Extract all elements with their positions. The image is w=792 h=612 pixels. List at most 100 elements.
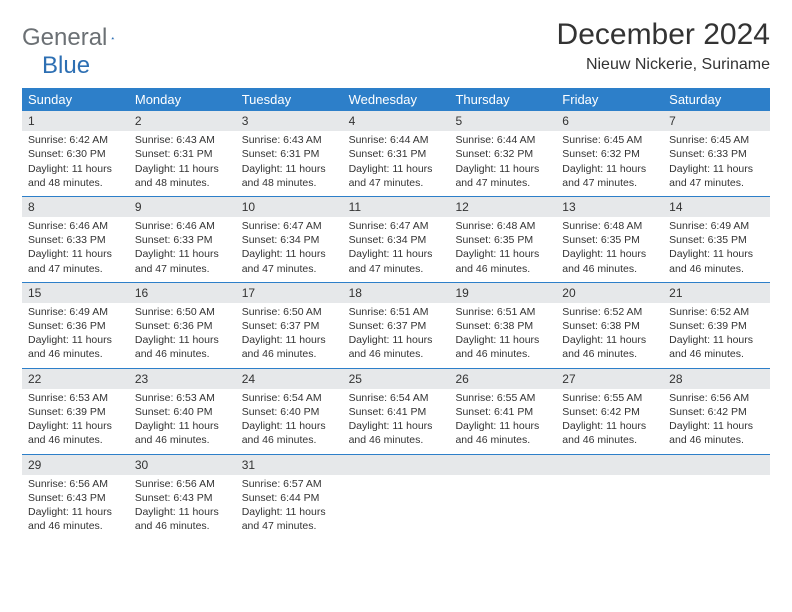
day-body: Sunrise: 6:44 AMSunset: 6:31 PMDaylight:… — [343, 133, 450, 190]
daylight-line2: and 46 minutes. — [669, 433, 764, 447]
daylight-line2: and 46 minutes. — [455, 347, 550, 361]
sunset-text: Sunset: 6:32 PM — [455, 147, 550, 161]
daylight-line2: and 46 minutes. — [669, 262, 764, 276]
calendar-day: 16Sunrise: 6:50 AMSunset: 6:36 PMDayligh… — [129, 283, 236, 368]
calendar-day: 2Sunrise: 6:43 AMSunset: 6:31 PMDaylight… — [129, 111, 236, 196]
calendar-day: 18Sunrise: 6:51 AMSunset: 6:37 PMDayligh… — [343, 283, 450, 368]
day-number — [343, 455, 450, 475]
sunrise-text: Sunrise: 6:55 AM — [562, 391, 657, 405]
calendar-day: 19Sunrise: 6:51 AMSunset: 6:38 PMDayligh… — [449, 283, 556, 368]
sunset-text: Sunset: 6:37 PM — [349, 319, 444, 333]
daylight-line1: Daylight: 11 hours — [242, 162, 337, 176]
daylight-line1: Daylight: 11 hours — [242, 419, 337, 433]
calendar-day: 22Sunrise: 6:53 AMSunset: 6:39 PMDayligh… — [22, 369, 129, 454]
month-title: December 2024 — [557, 18, 770, 52]
day-body: Sunrise: 6:49 AMSunset: 6:36 PMDaylight:… — [22, 305, 129, 362]
sunrise-text: Sunrise: 6:49 AM — [28, 305, 123, 319]
sunset-text: Sunset: 6:43 PM — [28, 491, 123, 505]
brand-part2: Blue — [42, 52, 90, 80]
daylight-line1: Daylight: 11 hours — [349, 419, 444, 433]
day-body: Sunrise: 6:56 AMSunset: 6:42 PMDaylight:… — [663, 391, 770, 448]
daylight-line1: Daylight: 11 hours — [28, 505, 123, 519]
sunset-text: Sunset: 6:33 PM — [135, 233, 230, 247]
sunrise-text: Sunrise: 6:45 AM — [562, 133, 657, 147]
sunrise-text: Sunrise: 6:44 AM — [455, 133, 550, 147]
daylight-line2: and 46 minutes. — [135, 519, 230, 533]
day-body: Sunrise: 6:48 AMSunset: 6:35 PMDaylight:… — [449, 219, 556, 276]
day-body: Sunrise: 6:45 AMSunset: 6:33 PMDaylight:… — [663, 133, 770, 190]
sunrise-text: Sunrise: 6:56 AM — [135, 477, 230, 491]
day-of-week-header: Sunday Monday Tuesday Wednesday Thursday… — [22, 88, 770, 111]
daylight-line2: and 46 minutes. — [242, 433, 337, 447]
calendar-day: 29Sunrise: 6:56 AMSunset: 6:43 PMDayligh… — [22, 455, 129, 540]
day-number: 9 — [129, 197, 236, 217]
daylight-line1: Daylight: 11 hours — [669, 333, 764, 347]
dow-wednesday: Wednesday — [343, 88, 450, 111]
sunset-text: Sunset: 6:35 PM — [455, 233, 550, 247]
calendar: Sunday Monday Tuesday Wednesday Thursday… — [22, 88, 770, 539]
calendar-day: 5Sunrise: 6:44 AMSunset: 6:32 PMDaylight… — [449, 111, 556, 196]
daylight-line2: and 48 minutes. — [28, 176, 123, 190]
day-number: 8 — [22, 197, 129, 217]
daylight-line2: and 48 minutes. — [242, 176, 337, 190]
sunset-text: Sunset: 6:40 PM — [135, 405, 230, 419]
day-number: 25 — [343, 369, 450, 389]
daylight-line2: and 47 minutes. — [242, 519, 337, 533]
calendar-day: 11Sunrise: 6:47 AMSunset: 6:34 PMDayligh… — [343, 197, 450, 282]
day-body: Sunrise: 6:45 AMSunset: 6:32 PMDaylight:… — [556, 133, 663, 190]
sunset-text: Sunset: 6:42 PM — [562, 405, 657, 419]
sunrise-text: Sunrise: 6:45 AM — [669, 133, 764, 147]
day-body: Sunrise: 6:46 AMSunset: 6:33 PMDaylight:… — [129, 219, 236, 276]
sunrise-text: Sunrise: 6:46 AM — [28, 219, 123, 233]
sunset-text: Sunset: 6:35 PM — [562, 233, 657, 247]
calendar-week: 22Sunrise: 6:53 AMSunset: 6:39 PMDayligh… — [22, 369, 770, 455]
daylight-line2: and 46 minutes. — [135, 433, 230, 447]
daylight-line1: Daylight: 11 hours — [28, 247, 123, 261]
day-body: Sunrise: 6:53 AMSunset: 6:40 PMDaylight:… — [129, 391, 236, 448]
day-number: 1 — [22, 111, 129, 131]
day-number: 7 — [663, 111, 770, 131]
calendar-day — [556, 455, 663, 540]
calendar-day: 20Sunrise: 6:52 AMSunset: 6:38 PMDayligh… — [556, 283, 663, 368]
daylight-line2: and 46 minutes. — [455, 433, 550, 447]
dow-saturday: Saturday — [663, 88, 770, 111]
sunrise-text: Sunrise: 6:56 AM — [28, 477, 123, 491]
calendar-day: 27Sunrise: 6:55 AMSunset: 6:42 PMDayligh… — [556, 369, 663, 454]
daylight-line1: Daylight: 11 hours — [135, 333, 230, 347]
calendar-week: 15Sunrise: 6:49 AMSunset: 6:36 PMDayligh… — [22, 283, 770, 369]
daylight-line1: Daylight: 11 hours — [349, 333, 444, 347]
day-body: Sunrise: 6:54 AMSunset: 6:41 PMDaylight:… — [343, 391, 450, 448]
daylight-line1: Daylight: 11 hours — [349, 247, 444, 261]
daylight-line1: Daylight: 11 hours — [28, 419, 123, 433]
sunrise-text: Sunrise: 6:52 AM — [669, 305, 764, 319]
sunset-text: Sunset: 6:41 PM — [349, 405, 444, 419]
dow-sunday: Sunday — [22, 88, 129, 111]
day-body: Sunrise: 6:50 AMSunset: 6:36 PMDaylight:… — [129, 305, 236, 362]
calendar-week: 1Sunrise: 6:42 AMSunset: 6:30 PMDaylight… — [22, 111, 770, 197]
sunrise-text: Sunrise: 6:52 AM — [562, 305, 657, 319]
calendar-day: 12Sunrise: 6:48 AMSunset: 6:35 PMDayligh… — [449, 197, 556, 282]
daylight-line2: and 47 minutes. — [669, 176, 764, 190]
daylight-line2: and 48 minutes. — [135, 176, 230, 190]
sunrise-text: Sunrise: 6:50 AM — [135, 305, 230, 319]
calendar-day: 21Sunrise: 6:52 AMSunset: 6:39 PMDayligh… — [663, 283, 770, 368]
daylight-line1: Daylight: 11 hours — [562, 419, 657, 433]
calendar-day: 23Sunrise: 6:53 AMSunset: 6:40 PMDayligh… — [129, 369, 236, 454]
sunrise-text: Sunrise: 6:48 AM — [562, 219, 657, 233]
calendar-day: 4Sunrise: 6:44 AMSunset: 6:31 PMDaylight… — [343, 111, 450, 196]
daylight-line1: Daylight: 11 hours — [455, 419, 550, 433]
day-number: 12 — [449, 197, 556, 217]
sunrise-text: Sunrise: 6:43 AM — [135, 133, 230, 147]
daylight-line2: and 46 minutes. — [349, 347, 444, 361]
sunset-text: Sunset: 6:44 PM — [242, 491, 337, 505]
sunset-text: Sunset: 6:31 PM — [242, 147, 337, 161]
day-body: Sunrise: 6:53 AMSunset: 6:39 PMDaylight:… — [22, 391, 129, 448]
calendar-day: 31Sunrise: 6:57 AMSunset: 6:44 PMDayligh… — [236, 455, 343, 540]
calendar-day: 28Sunrise: 6:56 AMSunset: 6:42 PMDayligh… — [663, 369, 770, 454]
day-number: 5 — [449, 111, 556, 131]
sunrise-text: Sunrise: 6:42 AM — [28, 133, 123, 147]
sunset-text: Sunset: 6:41 PM — [455, 405, 550, 419]
day-number: 28 — [663, 369, 770, 389]
sunset-text: Sunset: 6:36 PM — [135, 319, 230, 333]
sunset-text: Sunset: 6:33 PM — [28, 233, 123, 247]
